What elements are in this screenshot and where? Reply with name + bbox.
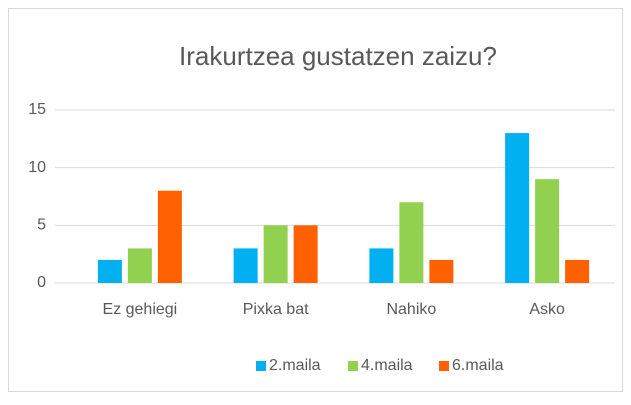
- bar: [399, 202, 424, 283]
- legend-label: 4.maila: [361, 357, 413, 374]
- x-tick-label: Asko: [529, 301, 565, 318]
- bar: [565, 259, 590, 283]
- legend-label: 2.maila: [269, 357, 321, 374]
- chart-title: Irakurtzea gustatzen zaizu?: [179, 41, 497, 71]
- bar: [263, 225, 288, 283]
- x-tick-label: Ez gehiegi: [103, 301, 178, 318]
- x-tick-label: Nahiko: [386, 301, 436, 318]
- bar: [535, 179, 560, 283]
- legend-swatch: [439, 361, 449, 371]
- bar: [293, 225, 318, 283]
- y-tick-label: 0: [37, 274, 46, 291]
- bar: [97, 259, 122, 283]
- bar: [127, 248, 152, 283]
- bar: [369, 248, 394, 283]
- bar: [233, 248, 258, 283]
- x-tick-label: Pixka bat: [243, 301, 309, 318]
- bar: [429, 259, 454, 283]
- bar: [505, 133, 530, 283]
- y-tick-label: 15: [28, 101, 46, 118]
- legend-swatch: [348, 361, 358, 371]
- legend-label: 6.maila: [452, 357, 504, 374]
- y-tick-label: 10: [28, 159, 46, 176]
- bar: [157, 190, 182, 283]
- y-tick-label: 5: [37, 217, 46, 234]
- legend-swatch: [256, 361, 266, 371]
